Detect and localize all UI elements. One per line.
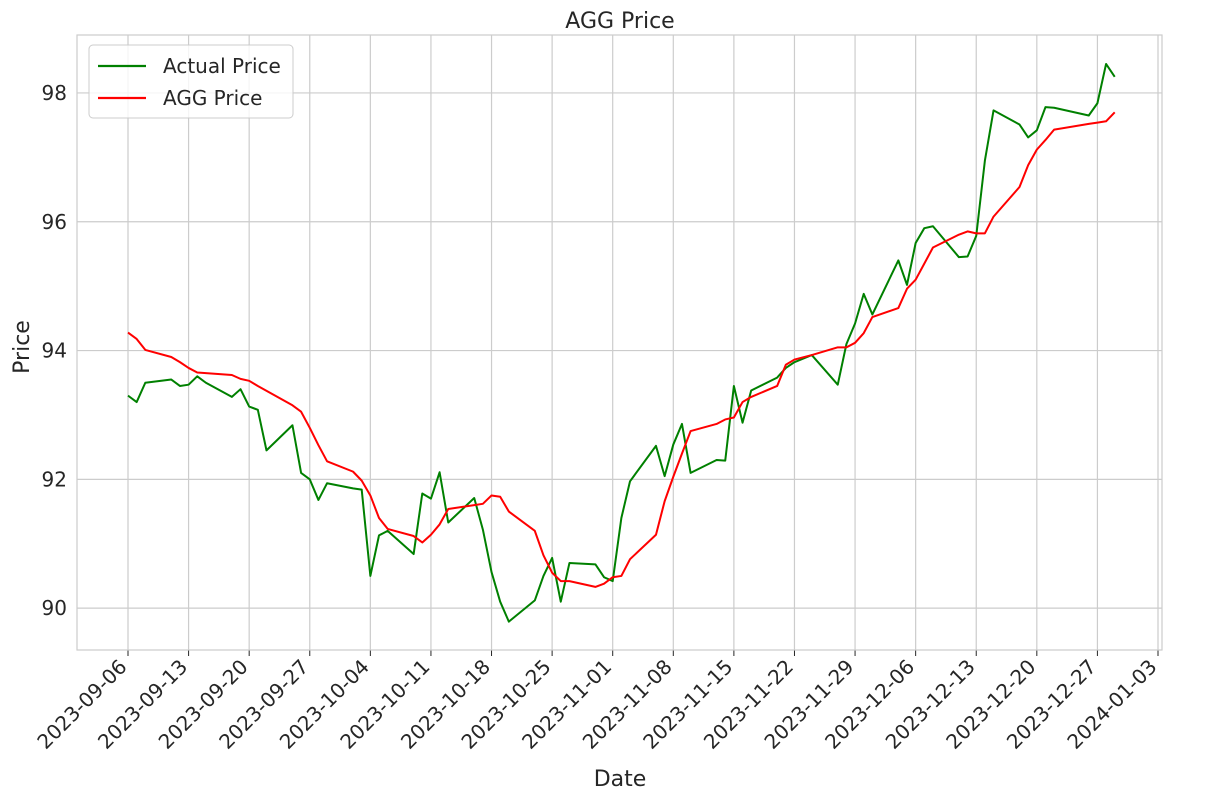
y-tick-label: 90 — [42, 596, 67, 620]
legend-box — [88, 44, 294, 119]
legend-label-agg-price: AGG Price — [163, 86, 262, 110]
x-axis-label: Date — [594, 767, 647, 792]
grid-lines — [77, 35, 1162, 656]
y-tick-label: 96 — [42, 210, 67, 234]
series-line-actual-price — [127, 62, 1116, 623]
y-tick-label: 94 — [42, 339, 67, 363]
y-tick-labels: 90 92 94 96 98 — [42, 81, 67, 620]
legend-label-actual-price: Actual Price — [163, 54, 281, 78]
y-axis-label: Price — [10, 320, 35, 374]
chart-title: AGG Price — [565, 9, 674, 34]
plot-area — [76, 34, 1163, 651]
series-line-agg-price — [127, 111, 1116, 588]
y-tick-label: 92 — [42, 467, 67, 491]
y-tick-label: 98 — [42, 81, 67, 105]
series-lines — [127, 62, 1116, 623]
legend: Actual Price AGG Price — [88, 44, 294, 119]
